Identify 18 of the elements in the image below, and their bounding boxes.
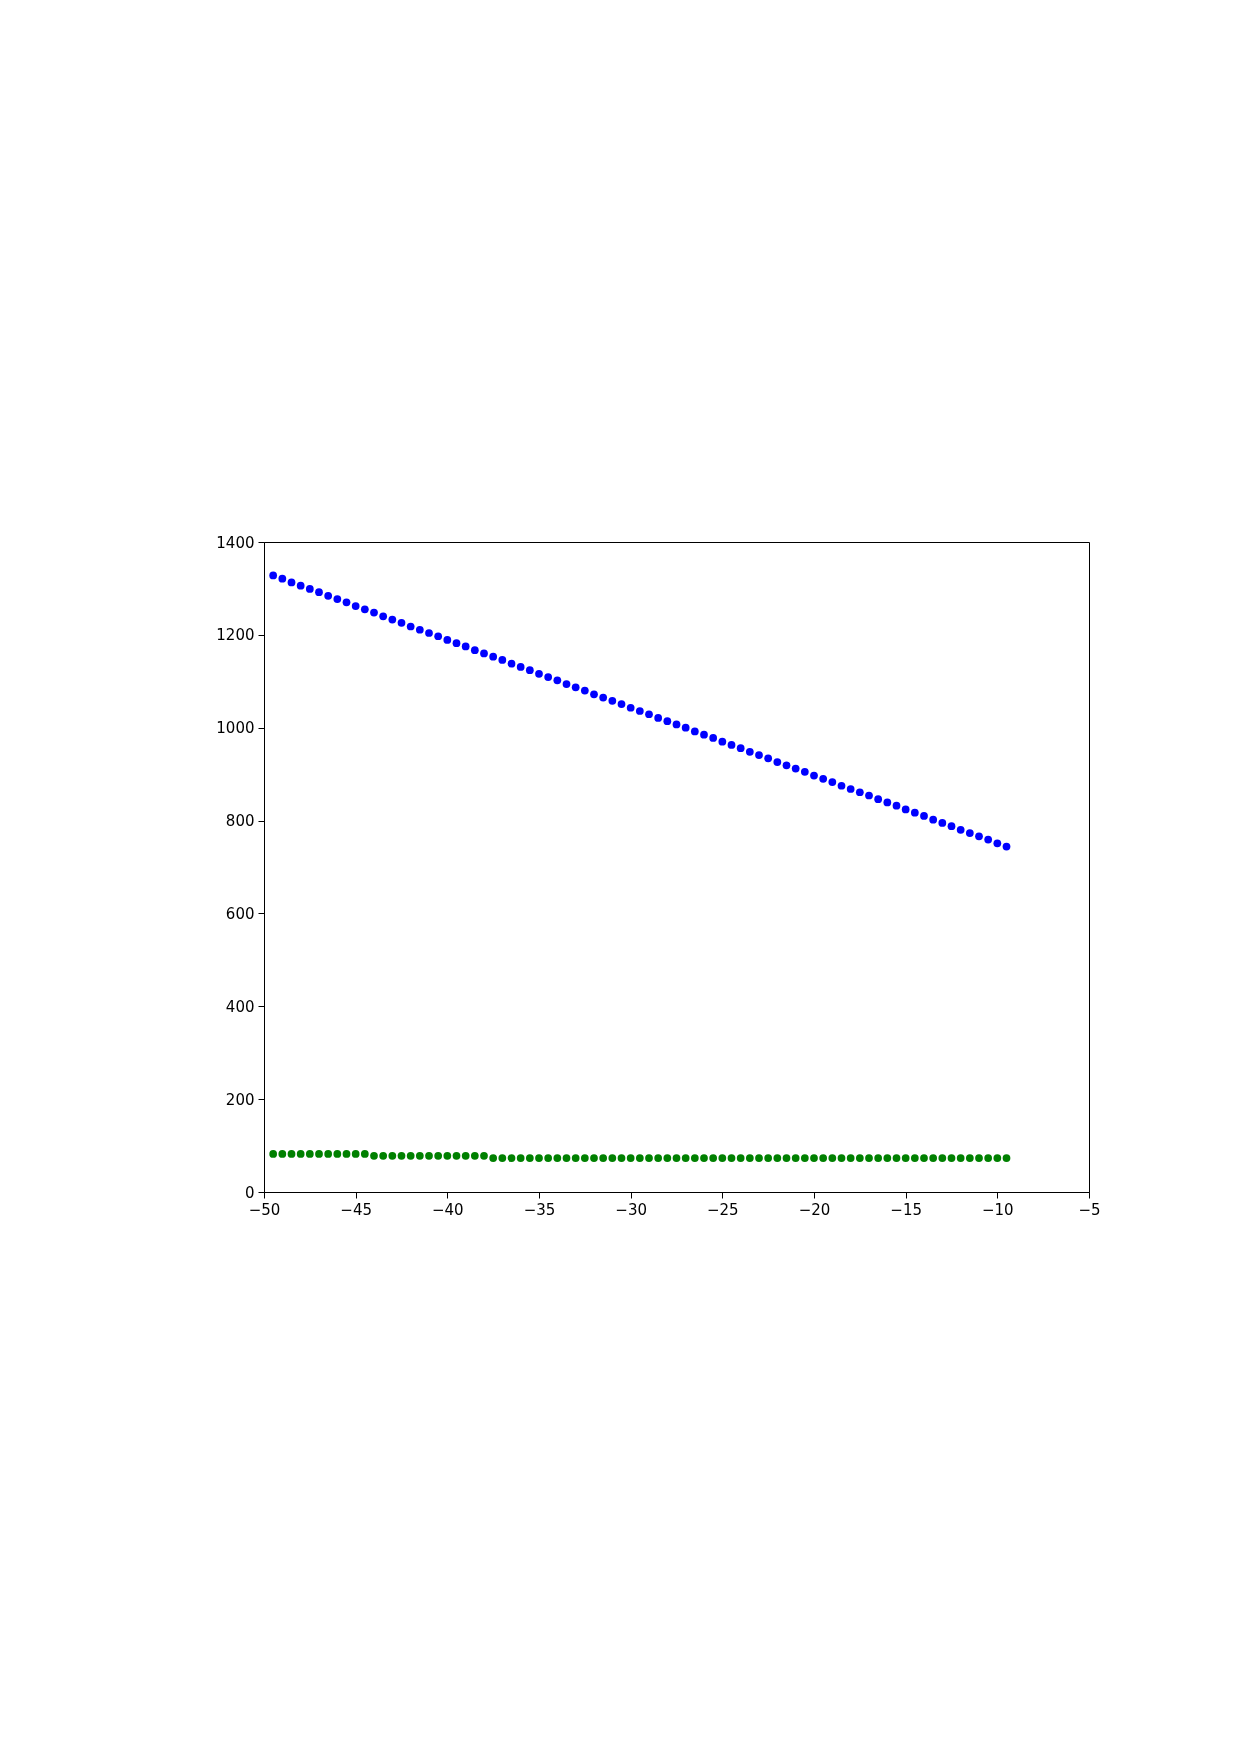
y-tick-label: 200: [225, 1090, 255, 1109]
x-tick-label: −10: [982, 1200, 1014, 1219]
y-tick-label: 1000: [216, 719, 255, 738]
x-tick-label: −45: [340, 1200, 372, 1219]
x-tick-label: −20: [798, 1200, 831, 1219]
x-tick-label: −50: [248, 1200, 281, 1219]
x-tick-label: −40: [432, 1200, 464, 1219]
y-tick-label: 1200: [216, 626, 255, 645]
y-tick-label: 600: [225, 904, 255, 923]
x-tick-label: −5: [1078, 1200, 1101, 1219]
x-tick-label: −35: [523, 1200, 556, 1219]
x-tick-label: −30: [615, 1200, 647, 1219]
y-tick-label: 1400: [216, 533, 255, 552]
y-tick-label: 400: [225, 997, 255, 1016]
y-tick-label: 800: [225, 812, 255, 831]
x-tick-label: −15: [890, 1200, 922, 1219]
y-tick-label: 0: [244, 1183, 255, 1202]
x-tick-label: −25: [707, 1200, 739, 1219]
